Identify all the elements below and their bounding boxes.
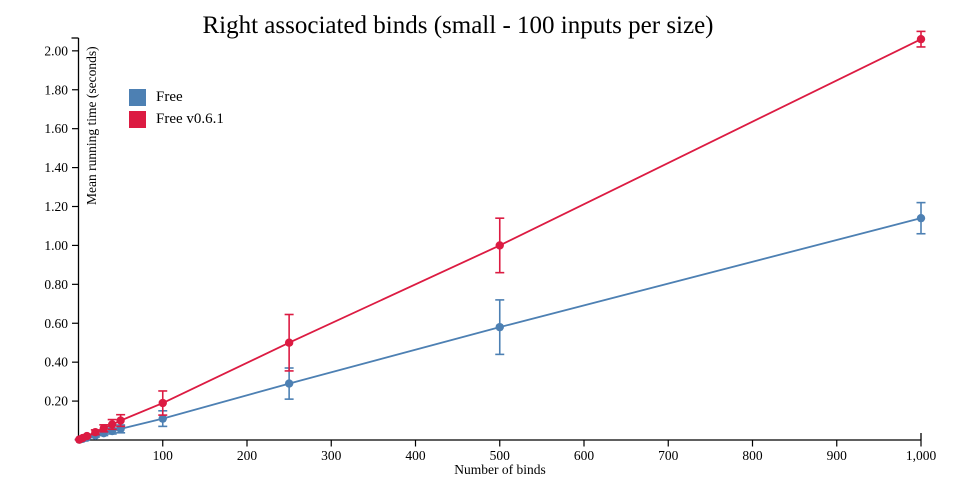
legend-item-free: Free: [129, 86, 224, 108]
data-point: [495, 241, 504, 250]
data-point: [916, 213, 926, 223]
x-tick-label: 500: [490, 448, 511, 463]
x-tick-label: 900: [827, 448, 848, 463]
y-tick-label: 0.20: [44, 394, 68, 409]
x-tick-label: 700: [658, 448, 679, 463]
data-point: [284, 338, 294, 347]
legend-item-free-v061: Free v0.6.1: [129, 108, 224, 130]
x-tick-label: 600: [574, 448, 595, 463]
x-axis-label: Number of binds: [454, 462, 546, 477]
data-point: [91, 428, 100, 437]
data-point: [158, 398, 167, 408]
x-tick-label: 100: [153, 448, 174, 463]
data-point: [158, 414, 167, 423]
legend-label-free: Free: [156, 88, 183, 105]
legend-swatch-free: [129, 88, 146, 106]
y-tick-label: 0.60: [44, 316, 68, 331]
y-tick-label: 0.80: [44, 277, 68, 292]
x-tick-label: 300: [321, 448, 342, 463]
y-tick-label: 1.80: [44, 82, 68, 97]
data-point: [82, 431, 92, 441]
x-tick-label: 1,000: [906, 448, 937, 463]
legend-label-free-v061: Free v0.6.1: [156, 110, 224, 127]
y-tick-label: 1.20: [44, 199, 68, 214]
legend: Free Free v0.6.1: [129, 86, 224, 130]
chart-title: Right associated binds (small - 100 inpu…: [202, 12, 714, 39]
data-point: [116, 416, 125, 425]
y-axis-label: Mean running time (seconds): [84, 46, 99, 205]
data-point: [284, 379, 294, 388]
y-tick-label: 1.60: [44, 121, 68, 136]
y-tick-label: 0.40: [44, 355, 68, 370]
data-point: [99, 424, 108, 433]
y-tick-label: 1.00: [44, 238, 68, 253]
x-tick-label: 200: [237, 448, 258, 463]
legend-swatch-free-v061: [129, 110, 146, 128]
data-point: [916, 34, 926, 44]
x-tick-label: 800: [742, 448, 763, 463]
y-tick-label: 2.00: [44, 43, 68, 58]
y-tick-label: 1.40: [44, 160, 68, 175]
x-tick-label: 400: [405, 448, 426, 463]
data-point: [495, 322, 504, 332]
data-point: [108, 420, 117, 429]
